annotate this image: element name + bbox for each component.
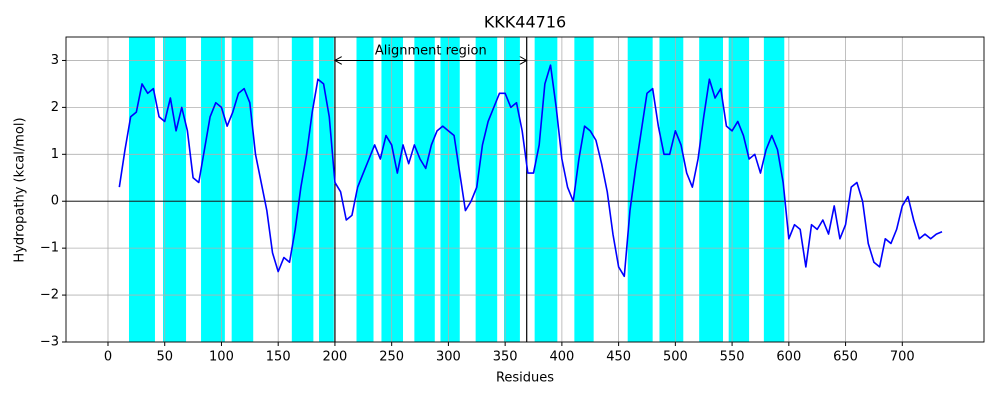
highlight-span	[504, 37, 520, 342]
highlight-span	[659, 37, 684, 342]
x-tick-label: 550	[720, 350, 745, 365]
region-label: Alignment region	[375, 44, 487, 59]
y-tick-label: 2	[51, 100, 59, 115]
highlight-span	[291, 37, 314, 342]
x-tick-label: 400	[549, 350, 574, 365]
plot-frame	[65, 36, 985, 343]
highlight-span	[440, 37, 460, 342]
y-tick-label: −1	[40, 241, 59, 256]
y-tick-label: 3	[51, 53, 59, 68]
highlight-span	[728, 37, 750, 342]
highlight-span	[414, 37, 435, 342]
y-tick-label: 1	[51, 147, 59, 162]
highlight-span	[381, 37, 404, 342]
hydropathy-line	[118, 64, 943, 278]
highlight-span	[356, 37, 374, 342]
highlight-span	[574, 37, 594, 342]
highlight-span	[163, 37, 187, 342]
x-axis-label: Residues	[496, 371, 554, 386]
y-tick-label: −3	[40, 335, 59, 350]
highlight-span	[201, 37, 225, 342]
x-tick-label: 650	[833, 350, 858, 365]
x-tick-label: 600	[776, 350, 801, 365]
y-tick-label: −2	[40, 288, 59, 303]
x-tick-label: 200	[323, 350, 348, 365]
highlight-span	[319, 37, 334, 342]
y-tick-label: 0	[51, 194, 59, 209]
x-tick-label: 450	[606, 350, 631, 365]
x-tick-label: 50	[156, 350, 173, 365]
highlight-span	[763, 37, 785, 342]
chart-title: KKK44716	[484, 13, 566, 32]
x-tick-label: 700	[890, 350, 915, 365]
highlight-span	[475, 37, 498, 342]
highlight-span	[627, 37, 653, 342]
x-tick-label: 500	[663, 350, 688, 365]
x-tick-label: 350	[493, 350, 518, 365]
highlight-span	[231, 37, 254, 342]
x-tick-label: 150	[266, 350, 291, 365]
highlight-span	[699, 37, 724, 342]
x-tick-label: 250	[379, 350, 404, 365]
highlight-span	[534, 37, 558, 342]
x-tick-label: 0	[104, 350, 112, 365]
y-axis-label: Hydropathy (kcal/mol)	[13, 117, 28, 262]
highlight-span	[128, 37, 155, 342]
x-tick-label: 300	[436, 350, 461, 365]
x-tick-label: 100	[209, 350, 234, 365]
